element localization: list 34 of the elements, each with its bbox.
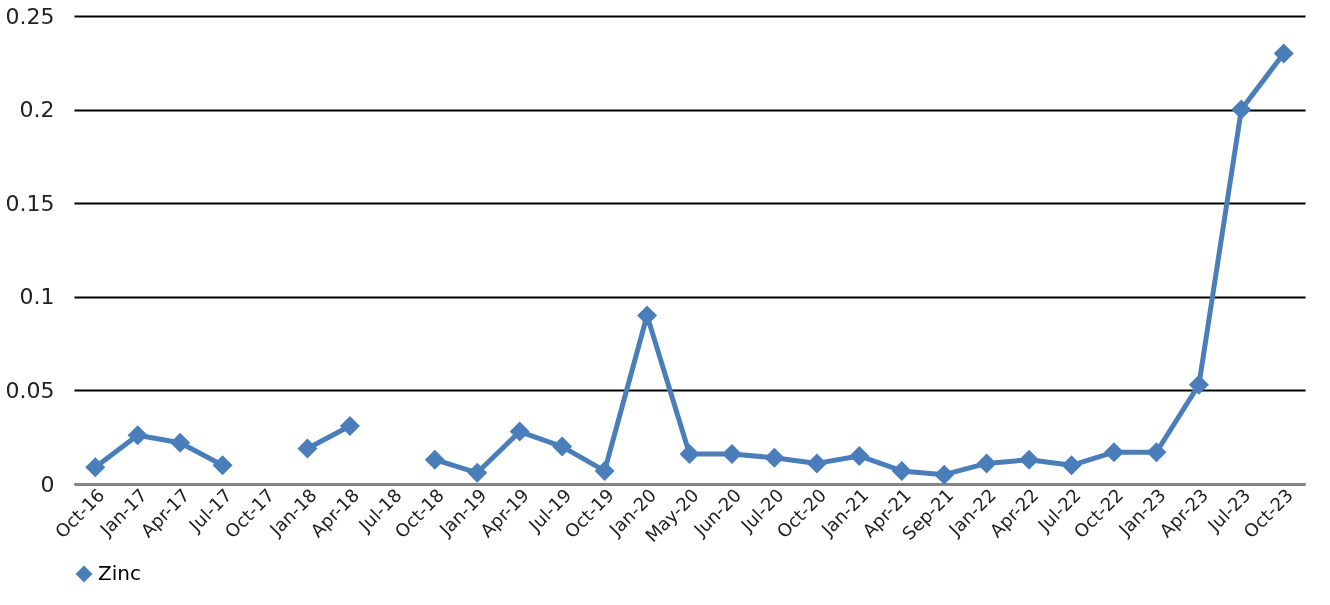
- y-tick-label: 0.15: [5, 190, 55, 216]
- point: [1019, 449, 1040, 470]
- y-tick-label: 0.1: [19, 284, 55, 310]
- point: [1231, 99, 1252, 120]
- point: [1103, 442, 1124, 463]
- point: [467, 462, 488, 483]
- point: [127, 425, 148, 446]
- point: [934, 464, 955, 485]
- point: [212, 455, 233, 476]
- point: [1146, 442, 1167, 463]
- point: [976, 453, 997, 474]
- y-tick-label: 0.05: [5, 377, 55, 403]
- point: [552, 436, 573, 457]
- point: [637, 305, 658, 326]
- legend-label: Zinc: [98, 561, 141, 585]
- point: [85, 457, 106, 478]
- point: [594, 460, 615, 481]
- y-tick-label: 0.2: [19, 97, 55, 123]
- point: [170, 432, 191, 453]
- point: [1188, 374, 1209, 395]
- point: [424, 449, 445, 470]
- point: [679, 444, 700, 465]
- point: [1273, 43, 1294, 64]
- point: [849, 445, 870, 466]
- point: [806, 453, 827, 474]
- point: [721, 444, 742, 465]
- y-tick-label: 0: [40, 471, 55, 497]
- point: [297, 438, 318, 459]
- point: [509, 421, 530, 442]
- point: [339, 415, 360, 436]
- point: [764, 447, 785, 468]
- y-tick-label: 0.25: [5, 3, 55, 29]
- point: [891, 460, 912, 481]
- point: [1061, 455, 1082, 476]
